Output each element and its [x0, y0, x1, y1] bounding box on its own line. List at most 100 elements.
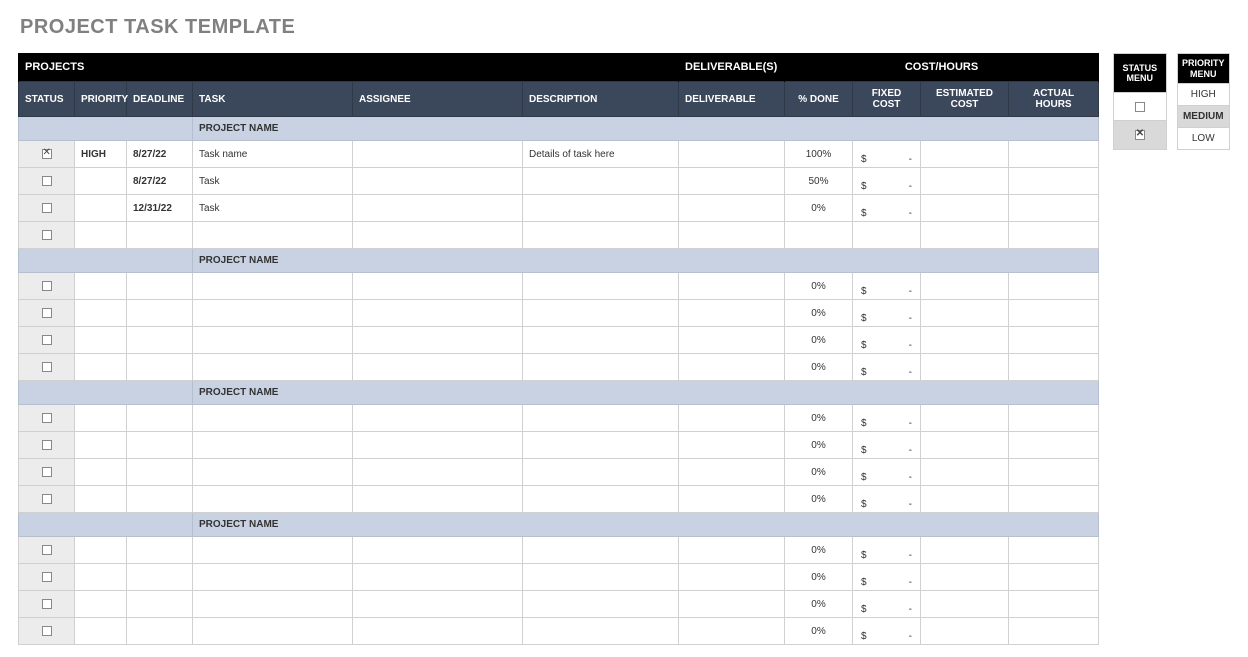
description-cell[interactable]: Details of task here [523, 141, 679, 168]
estimated-cost-cell[interactable] [921, 486, 1009, 513]
fixed-cost-cell[interactable]: $- [853, 564, 921, 591]
status-cell[interactable] [19, 432, 75, 459]
status-cell[interactable] [19, 300, 75, 327]
estimated-cost-cell[interactable] [921, 354, 1009, 381]
assignee-cell[interactable] [353, 459, 523, 486]
description-cell[interactable] [523, 195, 679, 222]
actual-hours-cell[interactable] [1009, 486, 1099, 513]
status-cell[interactable] [19, 354, 75, 381]
project-name-cell[interactable]: PROJECT NAME [193, 249, 1099, 273]
fixed-cost-cell[interactable]: $- [853, 405, 921, 432]
pct-done-cell[interactable]: 0% [785, 618, 853, 645]
actual-hours-cell[interactable] [1009, 327, 1099, 354]
description-cell[interactable] [523, 327, 679, 354]
status-cell[interactable] [19, 564, 75, 591]
deadline-cell[interactable] [127, 327, 193, 354]
actual-hours-cell[interactable] [1009, 564, 1099, 591]
task-cell[interactable] [193, 459, 353, 486]
deadline-cell[interactable] [127, 459, 193, 486]
priority-cell[interactable] [75, 432, 127, 459]
priority-cell[interactable] [75, 354, 127, 381]
fixed-cost-cell[interactable]: $- [853, 273, 921, 300]
fixed-cost-cell[interactable]: $- [853, 327, 921, 354]
description-cell[interactable] [523, 486, 679, 513]
deadline-cell[interactable] [127, 537, 193, 564]
estimated-cost-cell[interactable] [921, 459, 1009, 486]
pct-done-cell[interactable]: 0% [785, 195, 853, 222]
estimated-cost-cell[interactable] [921, 168, 1009, 195]
estimated-cost-cell[interactable] [921, 618, 1009, 645]
actual-hours-cell[interactable] [1009, 591, 1099, 618]
fixed-cost-cell[interactable] [853, 222, 921, 249]
priority-cell[interactable] [75, 459, 127, 486]
deliverable-cell[interactable] [679, 459, 785, 486]
priority-cell[interactable] [75, 405, 127, 432]
deliverable-cell[interactable] [679, 486, 785, 513]
status-cell[interactable] [19, 486, 75, 513]
estimated-cost-cell[interactable] [921, 537, 1009, 564]
pct-done-cell[interactable]: 0% [785, 537, 853, 564]
task-cell[interactable] [193, 564, 353, 591]
deliverable-cell[interactable] [679, 591, 785, 618]
assignee-cell[interactable] [353, 354, 523, 381]
status-cell[interactable] [19, 459, 75, 486]
priority-menu-option[interactable]: LOW [1177, 128, 1229, 150]
assignee-cell[interactable] [353, 222, 523, 249]
task-cell[interactable] [193, 354, 353, 381]
priority-cell[interactable]: HIGH [75, 141, 127, 168]
task-cell[interactable] [193, 591, 353, 618]
estimated-cost-cell[interactable] [921, 432, 1009, 459]
deadline-cell[interactable] [127, 300, 193, 327]
assignee-cell[interactable] [353, 564, 523, 591]
deadline-cell[interactable]: 8/27/22 [127, 168, 193, 195]
deadline-cell[interactable]: 8/27/22 [127, 141, 193, 168]
actual-hours-cell[interactable] [1009, 537, 1099, 564]
actual-hours-cell[interactable] [1009, 405, 1099, 432]
pct-done-cell[interactable]: 0% [785, 300, 853, 327]
estimated-cost-cell[interactable] [921, 273, 1009, 300]
deliverable-cell[interactable] [679, 195, 785, 222]
assignee-cell[interactable] [353, 618, 523, 645]
priority-menu-option[interactable]: HIGH [1177, 84, 1229, 106]
description-cell[interactable] [523, 618, 679, 645]
task-cell[interactable] [193, 300, 353, 327]
assignee-cell[interactable] [353, 141, 523, 168]
deadline-cell[interactable] [127, 564, 193, 591]
fixed-cost-cell[interactable]: $- [853, 591, 921, 618]
actual-hours-cell[interactable] [1009, 300, 1099, 327]
task-cell[interactable]: Task name [193, 141, 353, 168]
task-cell[interactable] [193, 537, 353, 564]
task-cell[interactable] [193, 486, 353, 513]
status-cell[interactable] [19, 537, 75, 564]
fixed-cost-cell[interactable]: $- [853, 459, 921, 486]
deliverable-cell[interactable] [679, 273, 785, 300]
priority-cell[interactable] [75, 591, 127, 618]
pct-done-cell[interactable] [785, 222, 853, 249]
assignee-cell[interactable] [353, 195, 523, 222]
deadline-cell[interactable] [127, 591, 193, 618]
actual-hours-cell[interactable] [1009, 354, 1099, 381]
description-cell[interactable] [523, 168, 679, 195]
status-cell[interactable] [19, 327, 75, 354]
pct-done-cell[interactable]: 0% [785, 486, 853, 513]
priority-cell[interactable] [75, 618, 127, 645]
deliverable-cell[interactable] [679, 564, 785, 591]
status-cell[interactable] [19, 273, 75, 300]
deliverable-cell[interactable] [679, 141, 785, 168]
priority-menu-option[interactable]: MEDIUM [1177, 106, 1229, 128]
deadline-cell[interactable]: 12/31/22 [127, 195, 193, 222]
assignee-cell[interactable] [353, 327, 523, 354]
fixed-cost-cell[interactable]: $- [853, 432, 921, 459]
task-cell[interactable] [193, 405, 353, 432]
fixed-cost-cell[interactable]: $- [853, 486, 921, 513]
estimated-cost-cell[interactable] [921, 195, 1009, 222]
description-cell[interactable] [523, 591, 679, 618]
description-cell[interactable] [523, 222, 679, 249]
assignee-cell[interactable] [353, 405, 523, 432]
pct-done-cell[interactable]: 0% [785, 564, 853, 591]
estimated-cost-cell[interactable] [921, 405, 1009, 432]
status-cell[interactable] [19, 222, 75, 249]
assignee-cell[interactable] [353, 486, 523, 513]
description-cell[interactable] [523, 564, 679, 591]
task-cell[interactable]: Task [193, 195, 353, 222]
